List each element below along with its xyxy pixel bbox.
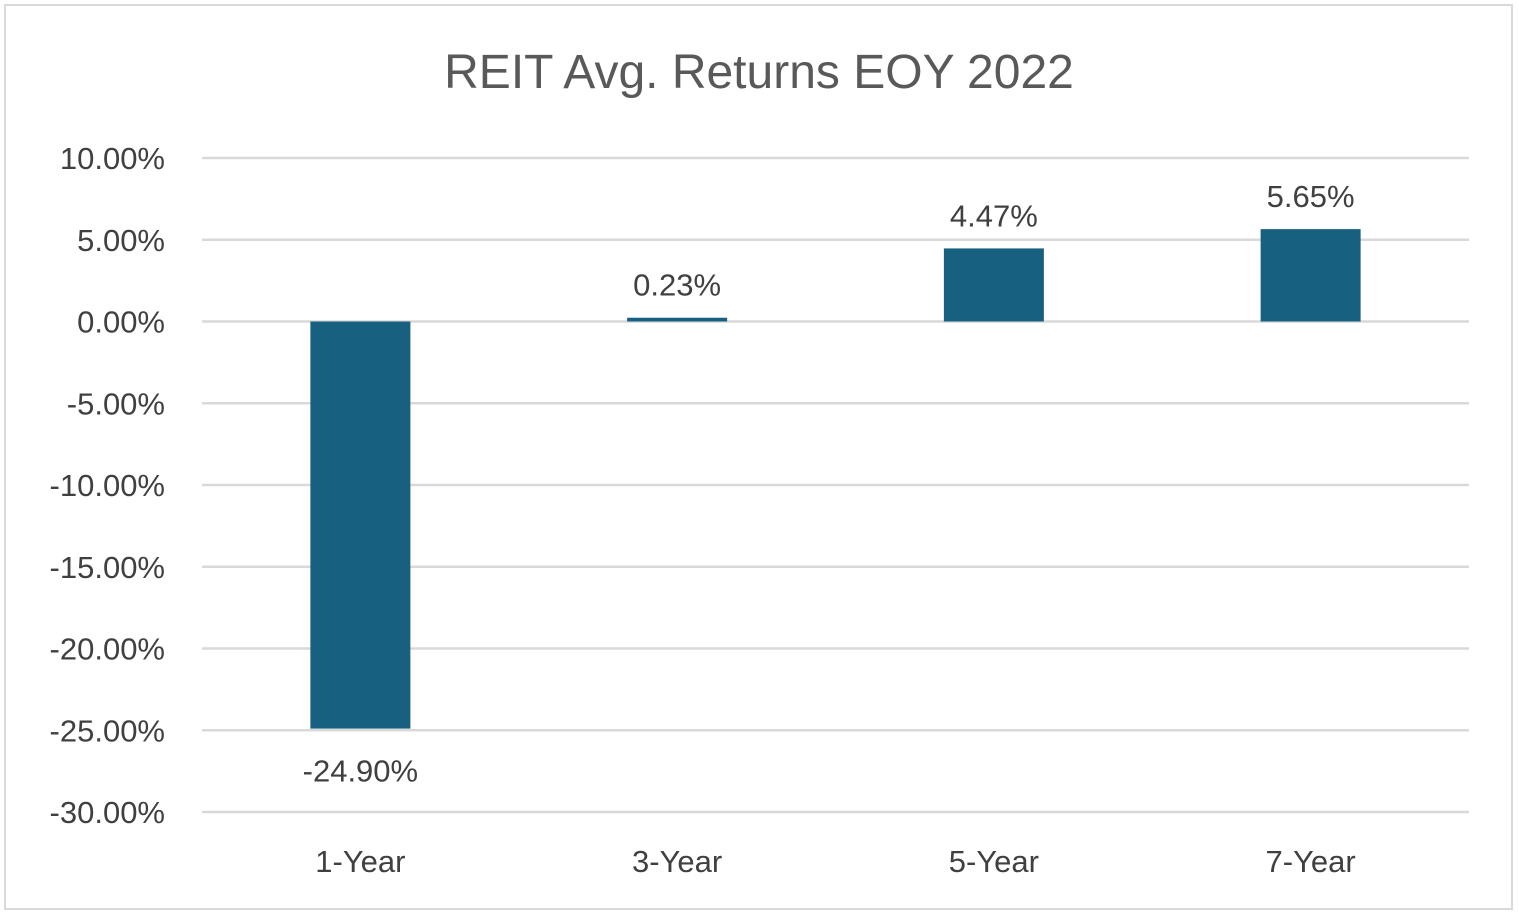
bar-1-year xyxy=(310,321,411,729)
chart-frame xyxy=(4,4,1513,910)
y-tick-label: -20.00% xyxy=(50,632,165,667)
y-axis-tick-labels: 10.00% 5.00% 0.00% -5.00% -10.00% -15.00% -20.… xyxy=(50,141,165,830)
y-tick-label: -15.00% xyxy=(50,550,165,585)
bar-5-year xyxy=(943,248,1044,322)
category-label: 7-Year xyxy=(1266,844,1356,879)
category-label: 5-Year xyxy=(949,844,1039,879)
y-tick-label: 10.00% xyxy=(60,141,165,176)
data-labels: -24.90% 0.23% 4.47% 5.65% xyxy=(303,179,1355,788)
chart-title: REIT Avg. Returns EOY 2022 xyxy=(444,46,1074,99)
category-label: 3-Year xyxy=(632,844,722,879)
data-label: 0.23% xyxy=(633,268,721,303)
y-tick-label: -30.00% xyxy=(50,795,165,830)
bars xyxy=(310,229,1361,729)
bar-3-year xyxy=(627,317,728,322)
data-label: 4.47% xyxy=(950,198,1038,233)
x-axis-category-labels: 1-Year 3-Year 5-Year 7-Year xyxy=(315,844,1355,879)
gridlines xyxy=(202,156,1469,814)
data-label: 5.65% xyxy=(1267,179,1355,214)
category-label: 1-Year xyxy=(315,844,405,879)
y-tick-label: -5.00% xyxy=(67,386,165,421)
y-tick-label: -25.00% xyxy=(50,713,165,748)
y-tick-label: 0.00% xyxy=(77,305,165,340)
y-tick-label: -10.00% xyxy=(50,468,165,503)
bar-7-year xyxy=(1260,229,1361,322)
y-tick-label: 5.00% xyxy=(77,223,165,258)
data-label: -24.90% xyxy=(303,754,418,789)
